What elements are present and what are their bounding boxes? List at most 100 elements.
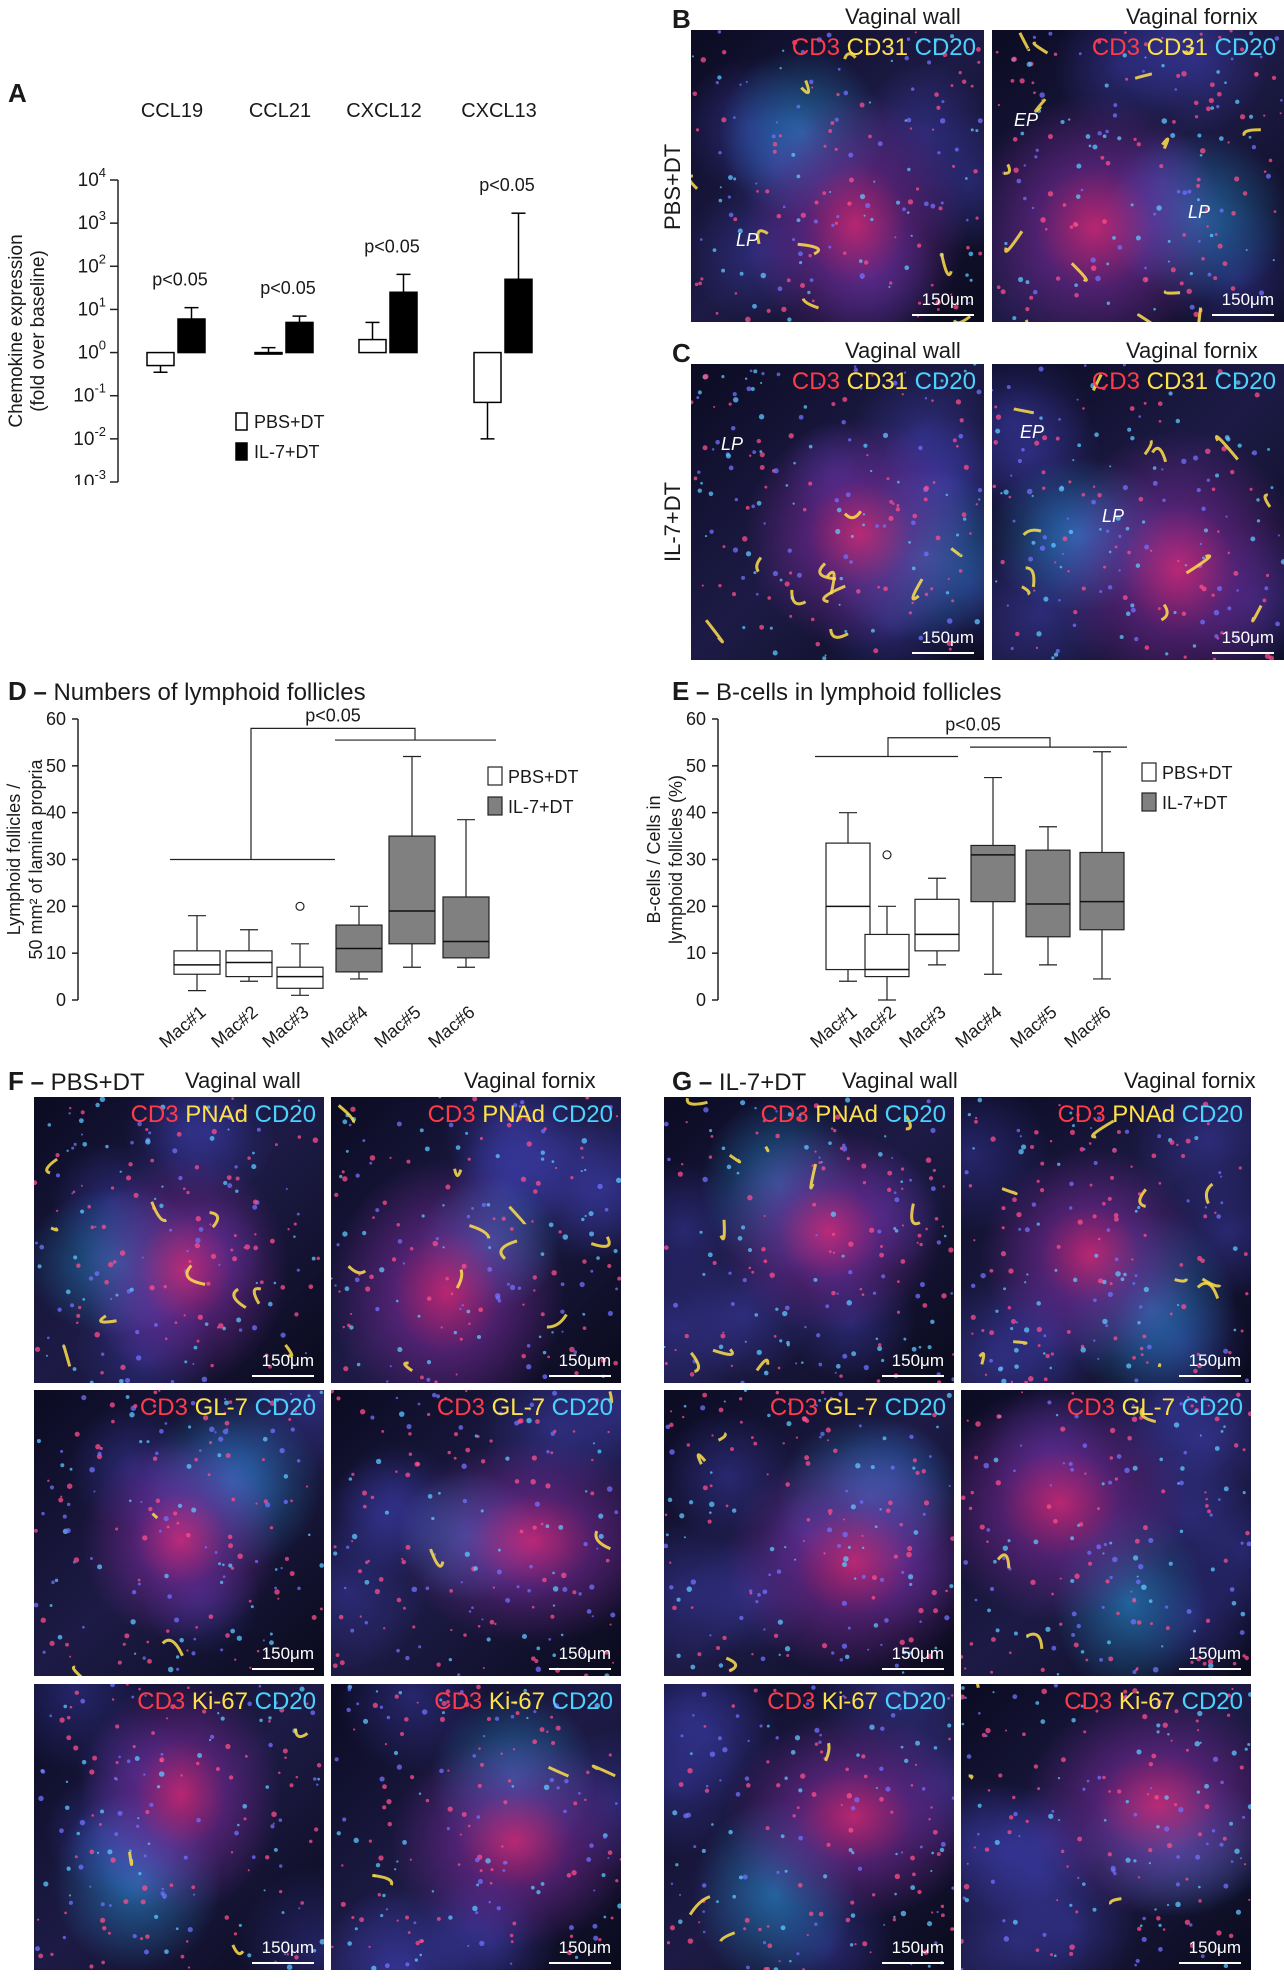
- cell-dot: [910, 1784, 914, 1787]
- cell-dot: [94, 1331, 100, 1338]
- cell-dot: [1068, 480, 1072, 484]
- cell-dot: [1010, 1380, 1014, 1383]
- vessel-stain: [1143, 439, 1153, 456]
- scale-bar: [1212, 314, 1274, 316]
- cell-dot: [471, 1206, 475, 1210]
- cell-dot: [233, 1658, 237, 1661]
- cell-dot: [1056, 1244, 1061, 1249]
- cell-dot: [117, 1660, 122, 1665]
- cell-dot: [880, 1726, 885, 1731]
- cell-dot: [901, 1671, 905, 1674]
- cell-dot: [1034, 155, 1038, 159]
- category-label: CXCL12: [346, 100, 422, 122]
- scale-bar-label: 150μm: [891, 1938, 944, 1957]
- cell-dot: [848, 152, 854, 158]
- cell-dot: [1033, 1764, 1039, 1769]
- cell-dot: [735, 1792, 741, 1797]
- cell-dot: [1254, 392, 1260, 398]
- cell-dot: [1068, 1461, 1073, 1466]
- vessel-stain: [764, 1145, 770, 1153]
- legend-label: PBS+DT: [1162, 763, 1233, 783]
- cell-dot: [187, 1686, 190, 1690]
- cell-dot: [850, 1504, 856, 1510]
- cell-dot: [59, 1828, 64, 1834]
- cell-dot: [527, 1588, 531, 1593]
- cell-dot: [555, 1725, 561, 1731]
- scale-bar: [912, 314, 974, 316]
- vessel-stain: [975, 1684, 980, 1688]
- cell-dot: [1229, 1821, 1234, 1826]
- cell-dot: [1134, 1209, 1138, 1213]
- cell-dot: [845, 1489, 848, 1493]
- cell-dot: [1264, 586, 1269, 591]
- cell-dot: [1146, 1344, 1152, 1350]
- cell-dot: [690, 1579, 697, 1585]
- cell-dot: [616, 1177, 621, 1184]
- cell-dot: [681, 1415, 685, 1419]
- cell-dot: [297, 1135, 302, 1139]
- cell-dot: [1097, 131, 1102, 136]
- cell-dot: [1117, 245, 1123, 250]
- cell-dot: [796, 1806, 800, 1810]
- cell-dot: [145, 1128, 149, 1132]
- cell-dot: [958, 71, 962, 75]
- cell-dot: [974, 1116, 978, 1120]
- cell-dot: [331, 1277, 333, 1280]
- cell-dot: [549, 1777, 555, 1783]
- cell-dot: [1218, 35, 1222, 39]
- cell-dot: [845, 492, 851, 498]
- cell-dot: [536, 1646, 541, 1651]
- cell-dot: [270, 1824, 275, 1829]
- bar-IL-7+DT: [389, 291, 418, 354]
- cell-dot: [572, 1590, 577, 1595]
- cell-dot: [62, 1935, 67, 1940]
- cell-dot: [1062, 536, 1068, 542]
- cell-dot: [1037, 1344, 1041, 1347]
- cell-dot: [1157, 607, 1161, 611]
- cell-dot: [1130, 607, 1136, 613]
- stain-marker-cd20: CD20: [247, 1101, 316, 1128]
- cell-dot: [342, 1231, 348, 1237]
- cell-dot: [762, 1940, 767, 1945]
- cell-dot: [1245, 1292, 1249, 1296]
- cell-dot: [1136, 1749, 1142, 1755]
- cell-dot: [278, 1818, 283, 1822]
- cell-dot: [607, 1856, 610, 1859]
- cell-dot: [574, 1955, 579, 1959]
- cell-dot: [1169, 1140, 1175, 1145]
- cell-dot: [1058, 486, 1065, 492]
- cell-dot: [915, 187, 920, 191]
- cell-dot: [1013, 1469, 1016, 1473]
- cell-dot: [1141, 1584, 1147, 1590]
- cell-dot: [130, 1619, 136, 1625]
- cell-dot: [218, 1562, 222, 1566]
- cell-dot: [669, 1585, 674, 1590]
- cell-dot: [1106, 529, 1110, 533]
- cell-dot: [1102, 1201, 1106, 1206]
- cell-dot: [755, 592, 759, 596]
- cell-dot: [726, 1164, 732, 1170]
- cell-dot: [514, 1479, 520, 1484]
- cell-dot: [215, 1767, 220, 1772]
- cell-dot: [951, 1353, 954, 1356]
- cell-dot: [1220, 631, 1224, 635]
- scale-bar-label: 150μm: [558, 1351, 611, 1370]
- cell-dot: [268, 1640, 274, 1646]
- y-axis-label-2: 50 mm² of lamina propria: [26, 758, 46, 959]
- scale-bar-label: 150μm: [261, 1351, 314, 1370]
- cell-dot: [1024, 1227, 1030, 1233]
- micrograph-texture: [34, 1390, 324, 1676]
- cell-dot: [209, 1223, 212, 1226]
- cell-dot: [603, 1915, 607, 1919]
- cell-dot: [262, 1436, 268, 1442]
- cell-dot: [814, 1150, 817, 1153]
- cell-dot: [700, 57, 707, 63]
- cell-dot: [792, 1814, 796, 1818]
- cell-dot: [607, 1430, 610, 1434]
- cell-dot: [581, 1217, 585, 1222]
- cell-dot: [511, 1785, 515, 1788]
- column-header-fornix-f: Vaginal fornix: [464, 1068, 596, 1093]
- cell-dot: [922, 1512, 926, 1516]
- cell-dot: [531, 1656, 536, 1661]
- cell-dot: [975, 503, 978, 506]
